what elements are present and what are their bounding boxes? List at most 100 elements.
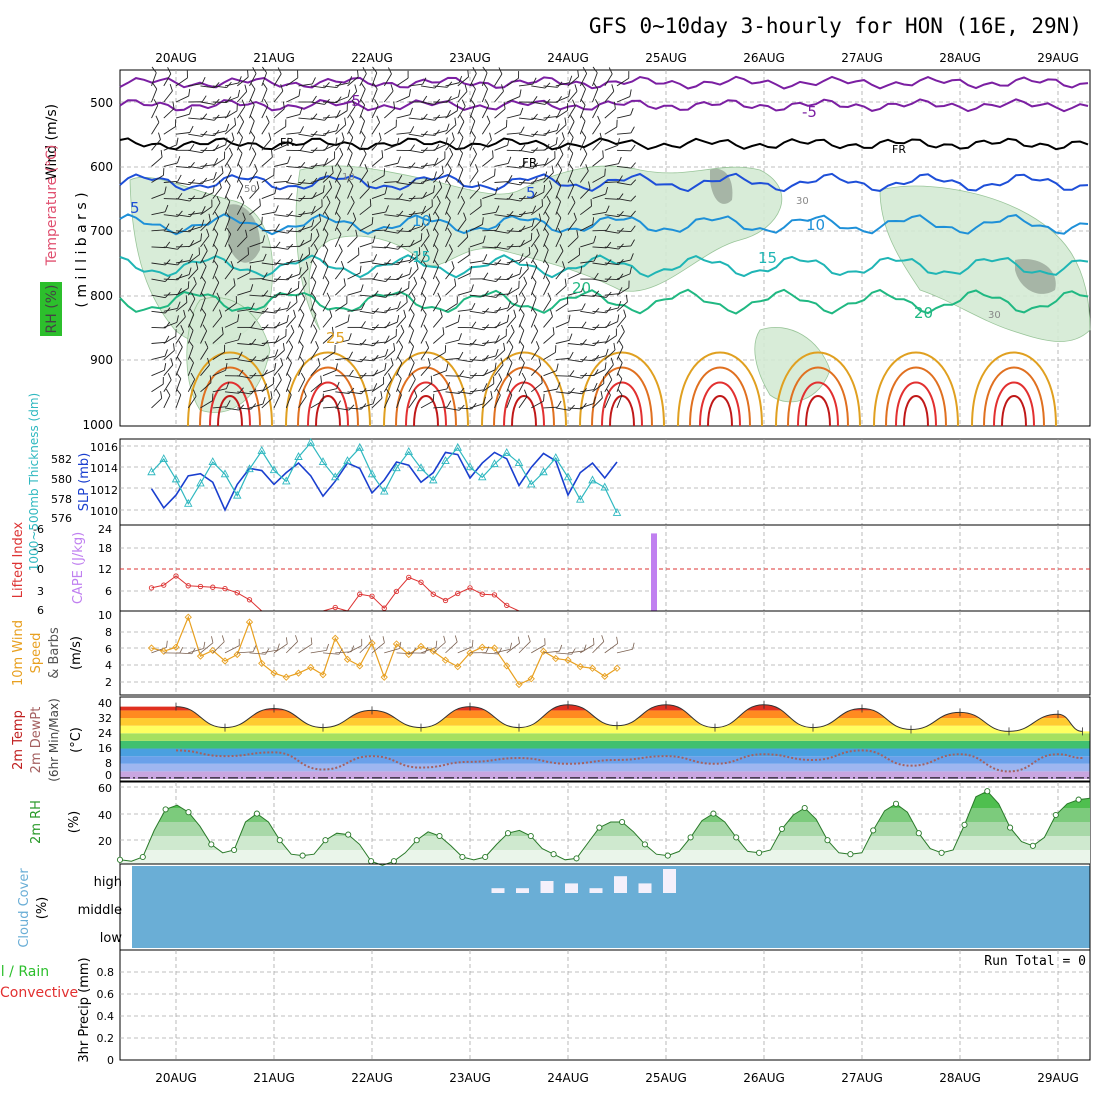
wind-barb-staff	[531, 117, 546, 121]
wind-barb-staff	[200, 382, 212, 393]
wind-barb	[310, 199, 323, 216]
wind-barb-flag	[259, 198, 261, 206]
wind-barb-flag	[496, 388, 501, 396]
temp2m-ylabels: 2m Temp 2m DewPt (6hr Min/Max) (°C)	[11, 698, 84, 782]
wind-barb-flag	[593, 272, 599, 280]
wind-barb-staff	[224, 407, 239, 411]
wind-barb-staff	[151, 355, 166, 361]
wind-barb-flag	[311, 308, 317, 315]
wind-barb-staff	[445, 321, 459, 328]
wind-barb	[433, 151, 446, 167]
wind-barb-staff	[273, 180, 288, 183]
wind-barb-flag	[397, 356, 403, 363]
wind-barb	[580, 307, 600, 314]
wind-barb-flag	[187, 281, 190, 289]
wind-barb	[224, 369, 244, 377]
wind-barb-staff	[347, 309, 362, 312]
wind-barb-staff	[433, 85, 448, 88]
contour-label: 15	[412, 248, 431, 266]
wind10-barb	[335, 645, 355, 654]
wind-barb	[396, 225, 416, 232]
wind-barb-staff	[359, 170, 369, 183]
wind-barb	[420, 213, 432, 232]
wind-barb	[531, 114, 551, 121]
wind10-barb	[371, 636, 385, 654]
wind-barb	[359, 198, 372, 216]
wind-barb-staff	[285, 331, 295, 344]
wind-barb-flag	[231, 132, 235, 140]
wind-barb	[212, 292, 221, 312]
thickness-point	[196, 478, 205, 487]
wind-barb-flag	[335, 363, 338, 371]
contour-line-hot	[315, 395, 341, 427]
wind-barb-staff	[151, 294, 166, 299]
bottom-date-label: 27AUG	[841, 1071, 883, 1085]
wind-barb-staff	[555, 217, 562, 231]
wind-barb-flag	[216, 195, 221, 203]
wind10-barb-staff	[212, 641, 225, 654]
wind-barb-flag	[177, 227, 183, 234]
wind10-barb	[347, 638, 363, 654]
wind-barb	[163, 315, 179, 328]
wind-barb-flag	[409, 253, 414, 261]
wind-barb-staff	[420, 297, 427, 312]
wind-barb-flag	[568, 314, 571, 323]
wind-barb	[457, 84, 468, 103]
wind-barb	[482, 335, 500, 344]
wind-barb	[592, 376, 605, 393]
upper-ylabels: Wind (m/s) Temperature (°C) RH (%) ( m i…	[40, 104, 90, 336]
wind10-barb-flag	[326, 643, 329, 651]
wind-barb-staff	[212, 406, 227, 409]
wind-barb-flag	[562, 261, 566, 269]
wind-barb	[347, 84, 358, 103]
wind-barb-staff	[212, 265, 219, 280]
top-date-label: 23AUG	[449, 51, 491, 65]
wind-barb	[298, 77, 316, 87]
wind-barb	[371, 335, 390, 344]
wind-barb	[200, 199, 213, 216]
wind-barb-flag	[629, 89, 632, 97]
wind-barb-flag	[519, 340, 525, 347]
wind-barb-staff	[151, 72, 157, 87]
rh2m-point	[892, 800, 900, 807]
wind-barb	[212, 326, 224, 344]
wind-barb-staff	[236, 219, 246, 232]
wind-barb	[212, 363, 228, 377]
wind-barb-flag	[311, 205, 316, 213]
wind-barb-staff	[163, 214, 178, 217]
wind-barb	[298, 261, 309, 280]
wind-barb-flag	[459, 370, 465, 377]
wind-barb-staff	[273, 108, 285, 119]
wind-barb-staff	[482, 278, 497, 282]
wind-barb-staff	[188, 212, 203, 216]
wind-barb-staff	[249, 294, 264, 297]
wind-barb-flag	[336, 110, 341, 117]
wind-barb	[163, 343, 175, 360]
wind-barb-staff	[359, 137, 366, 151]
wind-barb-flag	[568, 147, 574, 154]
wind-barb	[567, 321, 587, 329]
wind-barb-staff	[273, 349, 285, 360]
wind-barb	[359, 340, 379, 347]
wind-barb	[445, 75, 463, 87]
wind-barb-staff	[445, 124, 457, 135]
wind-barb-staff	[432, 172, 444, 183]
wind-barb-flag	[331, 326, 334, 335]
wind-barb-flag	[347, 147, 353, 154]
wind-barb	[592, 150, 604, 167]
wind-barb-staff	[371, 355, 386, 361]
slp-tick: 1016	[90, 441, 118, 454]
wind-barb-staff	[249, 205, 261, 216]
wind-barb	[298, 340, 304, 360]
wind-barb	[396, 280, 410, 296]
wind-barb-staff	[469, 188, 480, 199]
wind-barb-flag	[384, 186, 388, 194]
rh2m-point	[253, 810, 260, 817]
rh2m-point	[390, 858, 397, 865]
wind-barb-staff	[273, 162, 288, 167]
precip-convective-label: Convective	[0, 985, 78, 1001]
wind10-barb-staff	[604, 643, 618, 654]
wind-barb-staff	[567, 309, 582, 312]
wind-barb-flag	[618, 210, 624, 217]
contour-line-hot	[885, 366, 947, 427]
